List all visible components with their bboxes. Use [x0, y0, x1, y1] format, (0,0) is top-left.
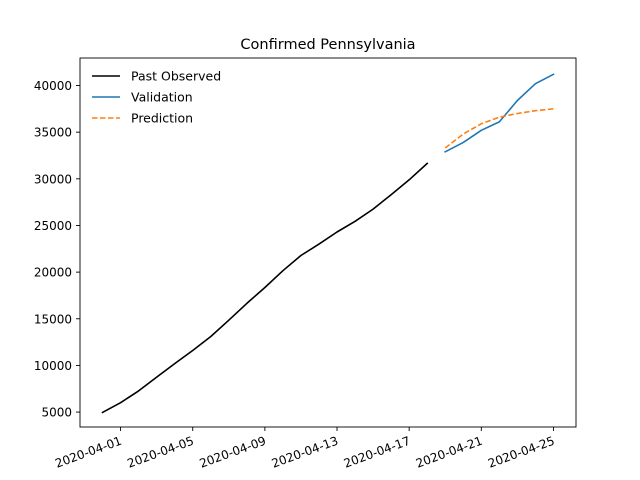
x-tick-label: 2020-04-13 [270, 434, 340, 471]
y-tick-label: 40000 [34, 79, 72, 93]
legend-label: Past Observed [131, 69, 221, 84]
series-line-prediction [444, 108, 554, 149]
series-line-past-observed [101, 162, 429, 414]
y-tick-label: 30000 [34, 172, 72, 186]
x-tick-label: 2020-04-01 [53, 434, 123, 471]
y-tick-label: 35000 [34, 126, 72, 140]
axes-frame [79, 57, 577, 428]
legend: Past Observed Validation Prediction [92, 69, 221, 126]
x-tick-label: 2020-04-17 [342, 434, 412, 471]
y-tick-label: 10000 [34, 359, 72, 373]
y-tick-label: 5000 [41, 406, 72, 420]
legend-label: Prediction [131, 111, 193, 126]
x-tick-label: 2020-04-05 [125, 434, 195, 471]
chart-title: Confirmed Pennsylvania [240, 37, 415, 53]
plot-area [101, 73, 555, 414]
y-tick-label: 20000 [34, 266, 72, 280]
series-line-validation [444, 73, 555, 153]
x-tick-label: 2020-04-21 [414, 434, 484, 471]
y-tick-label: 25000 [34, 219, 72, 233]
x-tick-label: 2020-04-09 [198, 434, 268, 471]
y-tick-label: 15000 [34, 312, 72, 326]
legend-label: Validation [131, 90, 193, 105]
axes: 5000 10000 15000 20000 25000 30000 35000 40000 2… [34, 57, 577, 471]
x-tick-label: 2020-04-25 [486, 434, 556, 471]
